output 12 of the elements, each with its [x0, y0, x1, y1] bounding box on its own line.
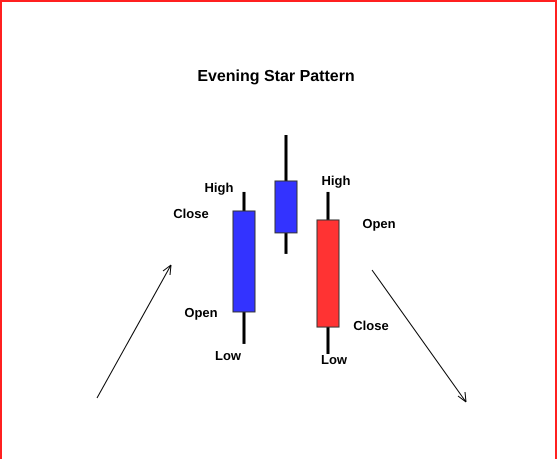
text: Close [353, 318, 389, 333]
annotation: Low [321, 352, 348, 367]
text: Close [173, 206, 209, 221]
candlestick [232, 192, 256, 344]
annotation: High [204, 180, 234, 195]
candlestick [274, 135, 298, 254]
annotation: Low [215, 348, 242, 363]
candlestick [316, 192, 340, 354]
chart-title: Evening Star Pattern [197, 68, 355, 85]
annotation: High [322, 173, 350, 188]
text: Open [362, 216, 396, 231]
text: Open [184, 305, 218, 320]
